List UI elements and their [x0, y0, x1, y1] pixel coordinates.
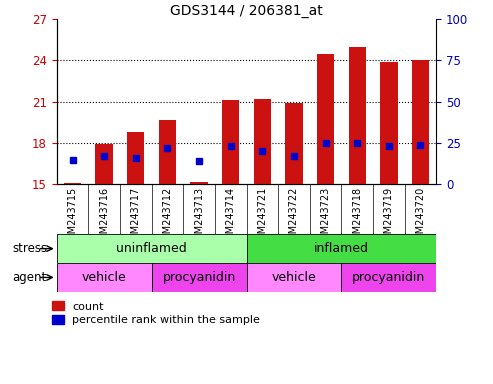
Text: inflamed: inflamed: [314, 242, 369, 255]
Bar: [57, 263, 152, 292]
Bar: [152, 263, 246, 292]
Bar: [159, 120, 176, 184]
Text: GSM243719: GSM243719: [384, 187, 394, 246]
Text: agent: agent: [12, 271, 46, 284]
Bar: [246, 234, 436, 263]
Legend: count, percentile rank within the sample: count, percentile rank within the sample: [52, 301, 260, 326]
Text: GSM243717: GSM243717: [131, 187, 141, 246]
Text: GSM243721: GSM243721: [257, 187, 267, 246]
Bar: [127, 132, 144, 184]
Text: stress: stress: [12, 242, 47, 255]
Bar: [57, 234, 246, 263]
Bar: [412, 61, 429, 184]
Bar: [285, 103, 303, 184]
Text: GSM243712: GSM243712: [162, 187, 173, 246]
Text: GSM243722: GSM243722: [289, 187, 299, 246]
Text: procyanidin: procyanidin: [162, 271, 236, 284]
Text: vehicle: vehicle: [82, 271, 127, 284]
Text: GSM243723: GSM243723: [320, 187, 331, 246]
Bar: [253, 99, 271, 184]
Text: GSM243713: GSM243713: [194, 187, 204, 246]
Bar: [317, 54, 334, 184]
Bar: [246, 263, 341, 292]
Text: GSM243718: GSM243718: [352, 187, 362, 246]
Bar: [349, 47, 366, 184]
Text: GSM243714: GSM243714: [226, 187, 236, 246]
Bar: [222, 100, 240, 184]
Text: GSM243720: GSM243720: [416, 187, 425, 246]
Text: GSM243715: GSM243715: [68, 187, 77, 246]
Text: procyanidin: procyanidin: [352, 271, 425, 284]
Bar: [64, 183, 81, 184]
Bar: [96, 144, 113, 184]
Text: GSM243716: GSM243716: [99, 187, 109, 246]
Bar: [341, 263, 436, 292]
Bar: [190, 182, 208, 184]
Text: vehicle: vehicle: [272, 271, 317, 284]
Text: uninflamed: uninflamed: [116, 242, 187, 255]
Bar: [380, 62, 397, 184]
Title: GDS3144 / 206381_at: GDS3144 / 206381_at: [170, 4, 323, 18]
